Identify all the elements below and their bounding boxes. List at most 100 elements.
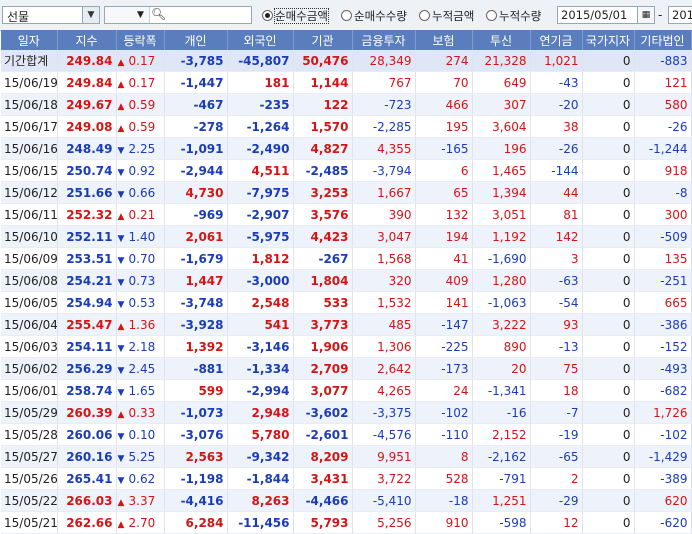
institution-cell: -3,602 [293,401,353,424]
triangle-up-icon: ▲ [117,211,125,222]
insurance-cell: 910 [415,511,473,534]
table-row[interactable]: 15/05/29 260.39 ▲ 0.33 -1,073 2,948 -3,602 -3,3… [1,401,692,424]
change-value: 2.18 [128,339,156,354]
financial-invest-cell: 1,532 [352,291,416,314]
table-row[interactable]: 15/06/10 252.11 ▼ 1.40 2,061 -5,975 4,423 3,047… [1,225,692,248]
change-cell: ▼ 0.73 [116,269,165,292]
triangle-down-icon: ▼ [117,453,125,464]
government-cell: 0 [582,313,635,336]
column-header[interactable]: 기타법인 [634,30,692,50]
individual-cell: -278 [164,115,228,138]
foreign-cell: 1,812 [227,247,294,270]
triangle-down-icon: ▼ [117,299,125,310]
foreign-cell: 4,511 [227,159,294,182]
column-header[interactable]: 금융투자 [352,30,416,50]
column-header[interactable]: 등락폭 [116,30,165,50]
market-select-value: 선물 [7,10,30,24]
table-row[interactable]: 15/06/02 256.29 ▼ 2.45 -881 -1,334 2,709 2,642-… [1,357,692,380]
financial-invest-cell: 9,951 [352,445,416,468]
table-row[interactable]: 15/06/03 254.11 ▼ 2.18 1,392 -3,146 1,906 1,306… [1,335,692,358]
date-cell: 15/06/08 [1,269,58,292]
code-input[interactable] [105,7,150,23]
radio-cum-qty[interactable]: 누적수량 [486,8,541,24]
code-search[interactable]: ▼ 🔍︎ [104,6,252,24]
column-header[interactable]: 국가지자 [582,30,635,50]
table-row[interactable]: 15/06/01 258.74 ▼ 1.65 599 -2,994 3,077 4,265 24… [1,379,692,402]
institution-cell: 3,431 [293,467,353,490]
foreign-cell: -235 [227,93,294,116]
insurance-cell: 6 [415,159,473,182]
insurance-cell: 528 [415,467,473,490]
table-row[interactable]: 15/06/15 250.74 ▼ 0.92 -2,944 4,511 -2,485 -3,7… [1,159,692,182]
other-corp-cell: -493 [634,357,692,380]
radio-cum-amount[interactable]: 누적금액 [419,8,474,24]
insurance-cell: -18 [415,489,473,512]
other-corp-cell: -8 [634,181,692,204]
column-header[interactable]: 연기금 [530,30,583,50]
financial-invest-cell: 320 [352,269,416,292]
table-row[interactable]: 15/05/22 266.03 ▲ 3.37 -4,416 8,263 -4,466 -5,4… [1,489,692,512]
table-row[interactable]: 15/06/05 254.94 ▼ 0.53 -3,748 2,548 533 1,532 14… [1,291,692,314]
table-row[interactable]: 15/06/12 251.66 ▼ 0.66 4,730 -7,975 3,253 1,667… [1,181,692,204]
trust-cell: -1,063 [472,291,531,314]
insurance-cell: 70 [415,71,473,94]
index-cell: 249.08 [57,115,117,138]
trust-cell: 1,280 [472,269,531,292]
column-header[interactable]: 개인 [164,30,228,50]
institution-cell: 3,773 [293,313,353,336]
foreign-cell: -1,844 [227,467,294,490]
government-cell: 0 [582,93,635,116]
column-header[interactable]: 지수 [57,30,117,50]
triangle-down-icon: ▼ [117,431,125,442]
foreign-cell: -2,490 [227,137,294,160]
radio-net-qty[interactable]: 순매수수량 [341,8,407,24]
individual-cell: 4,730 [164,181,228,204]
index-cell: 249.67 [57,93,117,116]
triangle-down-icon: ▼ [117,277,125,288]
trust-cell: 1,394 [472,181,531,204]
table-row[interactable]: 15/06/04 255.47 ▲ 1.36 -3,928 541 3,773 485 -147… [1,313,692,336]
search-icon[interactable]: 🔍︎ [151,7,167,21]
table-row[interactable]: 15/06/09 253.51 ▼ 0.70 -1,679 1,812 -267 1,568 4… [1,247,692,270]
column-header[interactable]: 보험 [415,30,473,50]
change-value: 0.62 [128,471,156,486]
column-header[interactable]: 투신 [472,30,531,50]
index-cell: 262.66 [57,511,117,534]
summary-row[interactable]: 기간합계 249.84 ▲ 0.17 -3,785 -45,807 50,476 28,349… [1,50,692,72]
financial-invest-cell: -723 [352,93,416,116]
chevron-down-icon[interactable]: ▼ [137,10,144,20]
table-row[interactable]: 15/06/08 254.21 ▼ 0.73 1,447 -3,000 1,804 320 40… [1,269,692,292]
triangle-up-icon: ▲ [117,519,125,530]
date-from-input[interactable]: 2015/05/01 [557,6,639,24]
column-header[interactable]: 외국인 [227,30,294,50]
table-row[interactable]: 15/06/11 252.32 ▲ 0.21 -969 -2,907 3,576 390 132… [1,203,692,226]
table-row[interactable]: 15/06/19 249.84 ▲ 0.17 -1,447 181 1,144 767 70 64… [1,71,692,94]
calendar-icon[interactable]: ▦ [637,6,655,24]
pension-cell: 44 [530,181,583,204]
institution-cell: -2,601 [293,423,353,446]
table-row[interactable]: 15/05/28 260.06 ▼ 0.10 -3,076 5,780 -2,601 -4,5… [1,423,692,446]
date-cell: 15/05/21 [1,511,58,534]
insurance-cell: -102 [415,401,473,424]
market-select[interactable]: 선물 ▼ [2,6,100,24]
triangle-up-icon: ▲ [117,57,125,68]
institution-cell: -4,466 [293,489,353,512]
change-cell: ▼ 2.18 [116,335,165,358]
trust-cell: -598 [472,511,531,534]
table-row[interactable]: 15/06/17 249.08 ▲ 0.59 -278 -1,264 1,570 -2,285… [1,115,692,138]
triangle-up-icon: ▲ [117,497,125,508]
table-row[interactable]: 15/06/16 248.49 ▼ 2.25 -1,091 -2,490 4,827 4,35… [1,137,692,160]
column-header[interactable]: 일자 [1,30,58,50]
column-header[interactable]: 기관 [293,30,353,50]
radio-checked-icon [262,10,273,21]
date-cell: 15/06/09 [1,247,58,270]
date-to-input[interactable]: 2015/ [668,6,692,24]
table-row[interactable]: 15/05/27 260.16 ▼ 5.25 2,563 -9,342 8,209 9,951… [1,445,692,468]
table-row[interactable]: 15/05/26 265.41 ▼ 0.62 -1,198 -1,844 3,431 3,72… [1,467,692,490]
insurance-cell: 132 [415,203,473,226]
radio-net-amount[interactable]: 순매수금액 [262,8,329,24]
table-row[interactable]: 15/05/21 262.66 ▲ 2.70 6,284 -11,456 5,793 5,25… [1,511,692,534]
table-row[interactable]: 15/06/18 249.67 ▲ 0.59 -467 -235 122 -723 466 307… [1,93,692,116]
institution-cell: 4,423 [293,225,353,248]
chevron-down-icon[interactable]: ▼ [82,7,99,23]
